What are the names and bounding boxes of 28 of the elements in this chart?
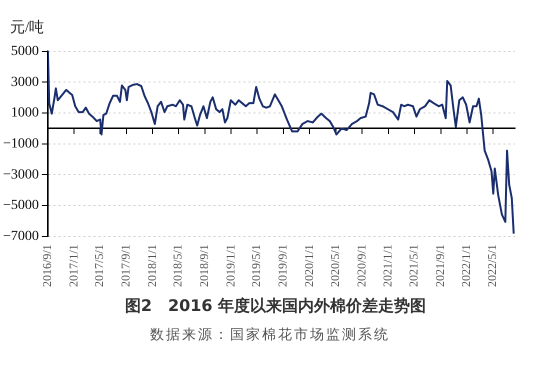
x-tick-label: 2021/5/1 [406, 244, 420, 288]
x-tick-label: 2020/5/1 [328, 244, 342, 288]
x-tick-label: 2019/5/1 [249, 244, 264, 288]
x-tick-label: 2017/5/1 [92, 244, 106, 288]
x-tick-label: 2016/9/1 [40, 244, 54, 288]
x-tick-label: 2022/5/1 [484, 244, 499, 288]
y-axis-title: 元/吨 [10, 18, 44, 37]
text: 图2 2016 年度以来国内外棉价差走势图 [124, 296, 428, 317]
y-tick-label: −7000 [2, 229, 39, 244]
x-tick-label: 2021/9/1 [432, 244, 447, 288]
x-tick-label: 2019/1/1 [223, 244, 238, 288]
y-tick-label: −3000 [2, 167, 39, 182]
y-tick-label: −1000 [2, 136, 39, 152]
x-tick-label: 2018/1/1 [144, 244, 159, 288]
x-tick-label: 2022/1/1 [459, 244, 474, 288]
x-tick-label: 2018/9/1 [197, 244, 212, 288]
x-tick-label: 2020/1/1 [302, 244, 316, 288]
y-tick-label: 1000 [10, 106, 39, 121]
x-tick-label: 2021/1/1 [380, 244, 395, 288]
y-tick-label: 3000 [10, 74, 39, 90]
source-note: 数据来源：国家棉花市场监测系统 [150, 326, 390, 344]
x-tick-label: 2017/1/1 [66, 244, 80, 288]
y-tick-label: 5000 [10, 44, 39, 60]
x-tick-label: 2018/5/1 [170, 244, 185, 288]
x-tick-label: 2017/9/1 [118, 244, 133, 288]
x-tick-label: 2019/9/1 [276, 244, 290, 288]
y-tick-label: −5000 [2, 198, 39, 214]
x-tick-label: 2020/9/1 [354, 244, 368, 288]
